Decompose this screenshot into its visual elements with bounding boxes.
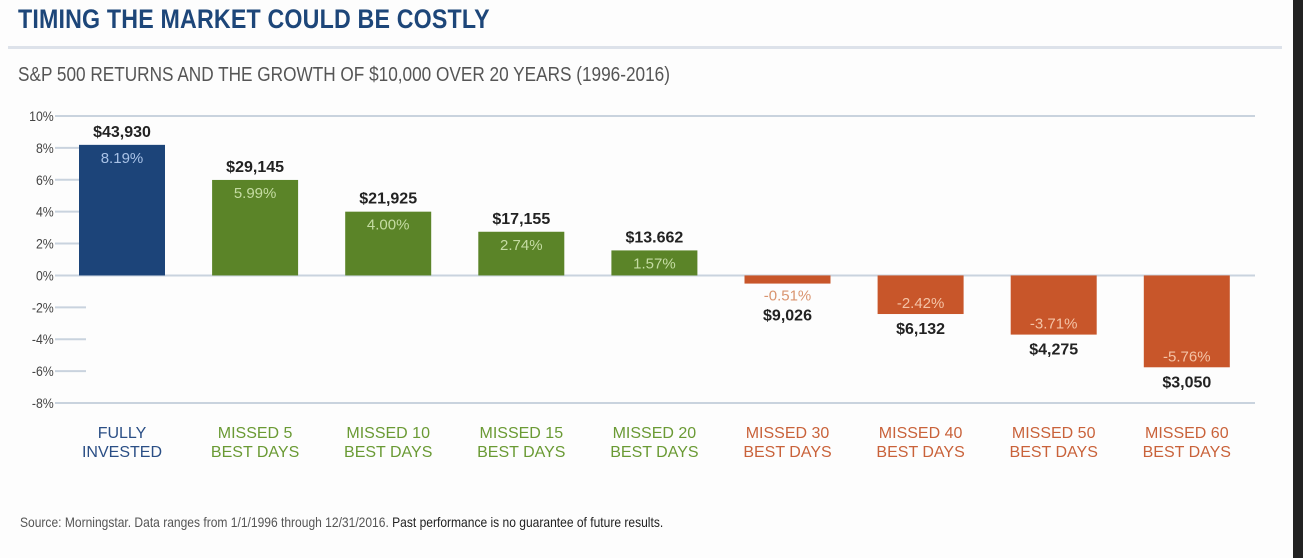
return-label: -2.42% [897,295,945,312]
bar [79,144,165,276]
title-divider [8,46,1282,49]
return-label: 5.99% [234,185,277,202]
return-label: -5.76% [1163,348,1211,365]
source-text: Source: Morningstar. Data ranges from 1/… [20,514,389,530]
y-tick-label: -8% [32,395,54,411]
growth-label: $13.662 [625,229,683,246]
category-label: MISSED 5 [218,425,293,442]
category-label: BEST DAYS [211,444,299,461]
return-label: 4.00% [367,217,410,234]
bar [345,211,432,276]
y-tick-label: -6% [32,363,54,379]
y-tick-label: 10% [29,108,54,124]
category-label: BEST DAYS [876,444,964,461]
y-tick-label: 6% [36,172,54,188]
category-label: MISSED 40 [879,425,963,442]
growth-label: $4,275 [1029,342,1078,359]
bar [212,179,299,276]
return-label: 1.57% [633,255,676,272]
growth-label: $21,925 [359,191,417,208]
category-label: INVESTED [82,444,162,461]
category-label: MISSED 15 [480,425,564,442]
growth-label: $29,145 [226,159,284,176]
category-label: MISSED 20 [613,425,697,442]
bar [1010,275,1097,335]
bar [744,275,831,284]
chart-subtitle: S&P 500 RETURNS AND THE GROWTH OF $10,00… [18,64,670,86]
bar [1143,275,1230,368]
growth-label: $17,155 [492,211,550,228]
category-label: BEST DAYS [610,444,698,461]
y-tick-label: 0% [36,268,54,284]
growth-label: $43,930 [93,124,151,141]
category-label: BEST DAYS [477,444,565,461]
category-label: MISSED 10 [346,425,430,442]
category-label: MISSED 50 [1012,425,1096,442]
return-label: 2.74% [500,237,543,254]
disclaimer-text: Past performance is no guarantee of futu… [392,514,664,530]
return-label: -3.71% [1030,316,1078,333]
y-tick-label: 2% [36,236,54,252]
category-label: BEST DAYS [743,444,831,461]
return-label: 8.19% [101,150,144,167]
bar [877,275,964,315]
growth-label: $3,050 [1162,374,1211,391]
bar [611,250,698,276]
growth-label: $6,132 [896,321,945,338]
growth-label: $9,026 [763,308,812,325]
y-tick-label: -4% [32,331,54,347]
y-tick-label: -2% [32,300,54,316]
return-label: -0.51% [764,288,812,305]
source-note: Source: Morningstar. Data ranges from 1/… [20,514,663,530]
category-label: BEST DAYS [1010,444,1098,461]
window-edge [1293,0,1303,558]
category-label: BEST DAYS [344,444,432,461]
category-label: BEST DAYS [1143,444,1231,461]
category-label: MISSED 60 [1145,425,1229,442]
y-tick-label: 8% [36,140,54,156]
category-label: FULLY [98,425,147,442]
category-label: MISSED 30 [746,425,830,442]
y-tick-label: 4% [36,204,54,220]
bar [478,231,565,276]
chart-title: TIMING THE MARKET COULD BE COSTLY [18,4,490,34]
